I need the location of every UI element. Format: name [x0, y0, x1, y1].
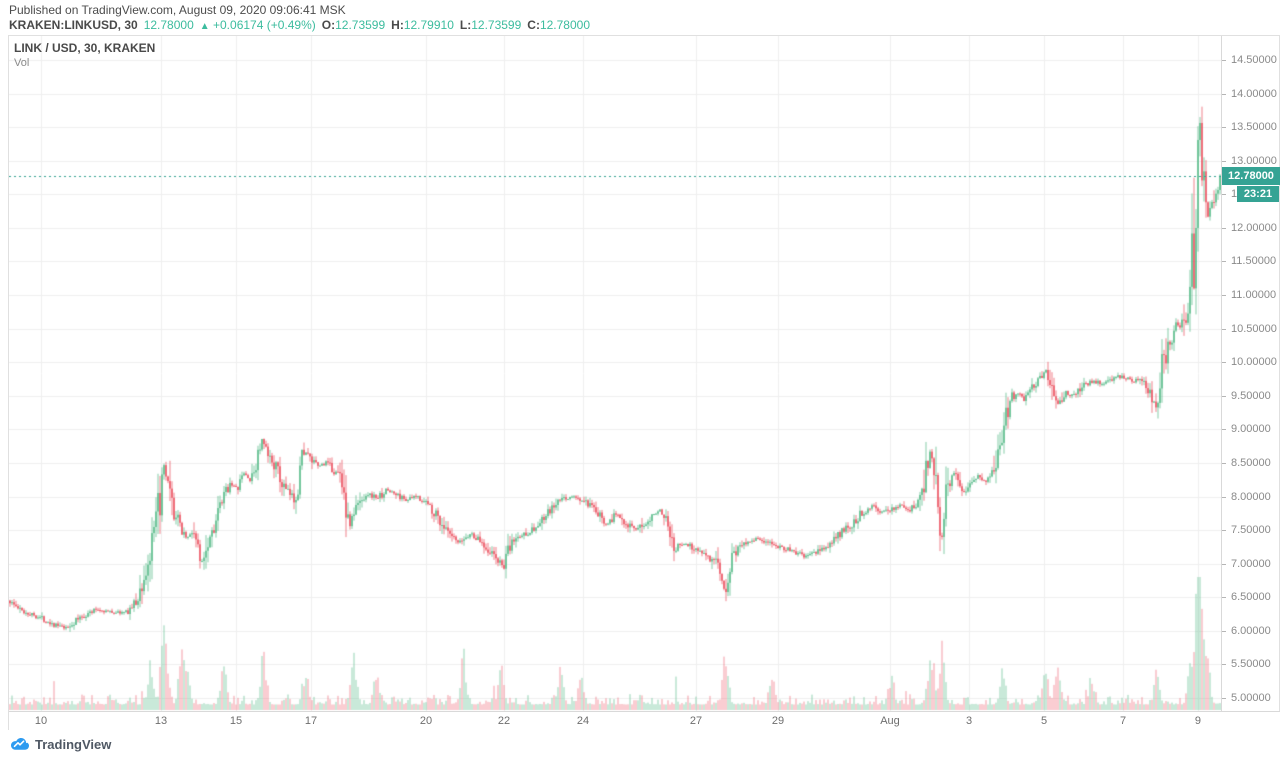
- price-axis-label: 13.00000: [1231, 154, 1277, 167]
- price-axis-label: 13.50000: [1231, 121, 1277, 134]
- time-axis-label: 10: [34, 715, 48, 727]
- last-price-value: 12.78000: [143, 18, 194, 32]
- price-axis-tick: [1222, 362, 1226, 364]
- price-axis-tick: [1222, 429, 1226, 431]
- price-axis-tick: [1222, 295, 1226, 297]
- symbol-status-line: KRAKEN:LINKUSD, 30 12.78000 ▲ +0.06174 (+0…: [9, 18, 590, 34]
- time-axis-label: 9: [1194, 715, 1202, 727]
- price-axis-tick: [1222, 462, 1226, 464]
- time-axis-label: 5: [1040, 715, 1048, 727]
- price-axis[interactable]: 12.78000 23:21 14.50000 14.00000 13.50000 1…: [1221, 36, 1280, 711]
- price-axis-label: 5.00000: [1231, 692, 1271, 704]
- price-axis-label: 5.50000: [1231, 658, 1271, 671]
- price-axis-label: 6.00000: [1231, 624, 1271, 637]
- price-axis-label: 8.00000: [1231, 490, 1271, 503]
- high-label: H:: [391, 18, 404, 32]
- price-axis-label: 8.50000: [1231, 456, 1271, 469]
- price-axis-label: 9.00000: [1231, 423, 1271, 436]
- price-pane[interactable]: LINK / USD, 30, KRAKEN Vol: [9, 36, 1221, 711]
- price-axis-tick: [1222, 496, 1226, 498]
- up-arrow-icon: ▲: [199, 21, 210, 32]
- legend-symbol: LINK / USD, 30, KRAKEN: [14, 41, 156, 55]
- price-axis-tick: [1222, 563, 1226, 565]
- price-axis-tick: [1222, 160, 1226, 162]
- open-value: 12.73599: [335, 18, 386, 32]
- price-axis-tick: [1222, 630, 1226, 632]
- price-axis-label: 9.50000: [1231, 389, 1271, 402]
- time-axis-label: 13: [154, 715, 168, 727]
- price-axis-tick: [1222, 194, 1226, 196]
- time-axis-label: 22: [497, 715, 511, 727]
- price-axis-tick: [1222, 328, 1226, 330]
- time-axis-label: 27: [689, 715, 703, 727]
- header: Published on TradingView.com, August 09,…: [9, 3, 590, 34]
- price-axis-tick: [1222, 395, 1226, 397]
- price-axis-tick: [1222, 597, 1226, 599]
- tradingview-logo[interactable]: TradingView: [10, 737, 111, 752]
- time-axis-label: 20: [419, 715, 433, 727]
- price-axis-label: 11.50000: [1231, 255, 1277, 268]
- time-axis-label: 29: [771, 715, 785, 727]
- price-axis-label: 10.00000: [1231, 356, 1277, 369]
- price-axis-tick: [1222, 127, 1226, 129]
- published-line: Published on TradingView.com, August 09,…: [9, 3, 346, 17]
- close-value: 12.78000: [539, 18, 591, 32]
- price-axis-tick: [1222, 60, 1226, 61]
- price-axis-label: 11.00000: [1231, 289, 1277, 302]
- time-axis-label: 17: [304, 715, 318, 727]
- chart-frame: LINK / USD, 30, KRAKEN Vol 12.78000 23:2…: [8, 35, 1280, 731]
- last-price-badge: 12.78000: [1222, 166, 1280, 185]
- price-axis-label: 6.50000: [1231, 591, 1271, 604]
- price-axis-label: 14.00000: [1231, 87, 1277, 100]
- price-axis-label: 14.50000: [1231, 54, 1277, 66]
- low-label: L:: [459, 18, 472, 32]
- tradingview-cloud-icon: [11, 738, 29, 750]
- price-axis-label: 12.00000: [1231, 221, 1277, 234]
- price-axis-label: 7.00000: [1231, 557, 1271, 570]
- time-axis-label: Aug: [880, 715, 900, 727]
- price-axis-label: 10.50000: [1231, 322, 1277, 335]
- candlestick-chart-canvas[interactable]: [9, 36, 1221, 711]
- time-axis-label: 3: [965, 715, 973, 727]
- time-axis[interactable]: 10 13 15 17 20 22 24 27 29 Aug 3 5 7 9: [9, 711, 1280, 731]
- high-value: 12.79910: [403, 18, 454, 32]
- tradingview-logo-text: TradingView: [35, 737, 112, 752]
- symbol-name: KRAKEN:LINKUSD, 30: [9, 18, 138, 32]
- time-axis-label: 24: [576, 715, 590, 727]
- open-label: O:: [321, 18, 336, 32]
- price-axis-tick: [1222, 93, 1226, 95]
- price-axis-tick: [1222, 530, 1226, 532]
- price-axis-tick: [1222, 664, 1226, 666]
- price-axis-tick: [1222, 227, 1226, 229]
- time-axis-label: 15: [229, 715, 243, 727]
- price-axis-tick: [1222, 261, 1226, 263]
- legend-volume-indicator: Vol: [14, 57, 30, 69]
- price-axis-tick: [1222, 698, 1226, 699]
- price-change: +0.06174 (+0.49%): [213, 18, 316, 32]
- low-value: 12.73599: [471, 18, 522, 32]
- chart-legend: LINK / USD, 30, KRAKEN Vol: [14, 41, 155, 70]
- candle-countdown-badge: 23:21: [1237, 185, 1279, 202]
- close-label: C:: [527, 18, 540, 32]
- time-axis-label: 7: [1120, 715, 1127, 727]
- price-axis-label: 7.50000: [1231, 524, 1271, 537]
